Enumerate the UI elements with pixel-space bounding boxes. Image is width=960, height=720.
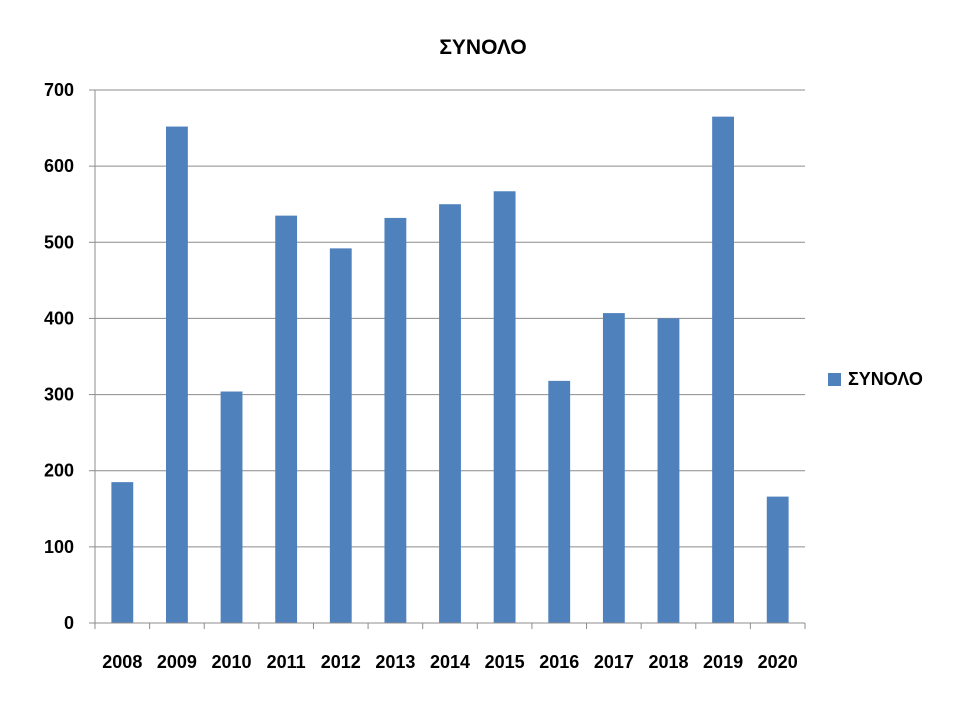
- x-tick-label: 2014: [430, 652, 470, 672]
- legend-swatch: [828, 373, 841, 386]
- chart-title: ΣΥΝΟΛΟ: [439, 36, 527, 59]
- bar-2019: [712, 116, 734, 624]
- y-tick-label: 100: [44, 537, 74, 557]
- x-tick-label: 2018: [648, 652, 688, 672]
- x-tick-label: 2013: [375, 652, 415, 672]
- bar-2010: [220, 391, 243, 623]
- bar-2020: [766, 496, 789, 623]
- x-tick-label: 2016: [539, 652, 579, 672]
- x-tick-label: 2015: [485, 652, 525, 672]
- x-tick-label: 2009: [157, 652, 197, 672]
- legend-label: ΣΥΝΟΛΟ: [848, 369, 923, 389]
- y-tick-label: 400: [44, 308, 74, 328]
- bar-2016: [548, 380, 571, 623]
- bar-2014: [439, 204, 461, 623]
- y-tick-label: 600: [44, 156, 74, 176]
- x-tick-label: 2012: [321, 652, 361, 672]
- y-tick-label: 200: [44, 461, 74, 481]
- bar-2012: [329, 248, 352, 623]
- bar-2009: [166, 126, 188, 623]
- bar-2008: [111, 482, 134, 623]
- x-tick-label: 2017: [594, 652, 634, 672]
- x-tick-label: 2010: [212, 652, 252, 672]
- legend: ΣΥΝΟΛΟ: [828, 369, 923, 390]
- y-tick-label: 300: [44, 385, 74, 405]
- y-tick-label: 500: [44, 232, 74, 252]
- bar-2018: [657, 318, 680, 623]
- bar-2013: [384, 217, 407, 624]
- y-tick-label: 0: [64, 613, 74, 633]
- x-tick-label: 2020: [758, 652, 798, 672]
- x-tick-label: 2008: [102, 652, 142, 672]
- bar-2011: [275, 215, 298, 623]
- bar-2015: [493, 191, 516, 623]
- y-tick-label: 700: [44, 80, 74, 100]
- x-tick-label: 2011: [267, 652, 306, 672]
- bar-2017: [602, 313, 625, 623]
- x-tick-label: 2019: [703, 652, 743, 672]
